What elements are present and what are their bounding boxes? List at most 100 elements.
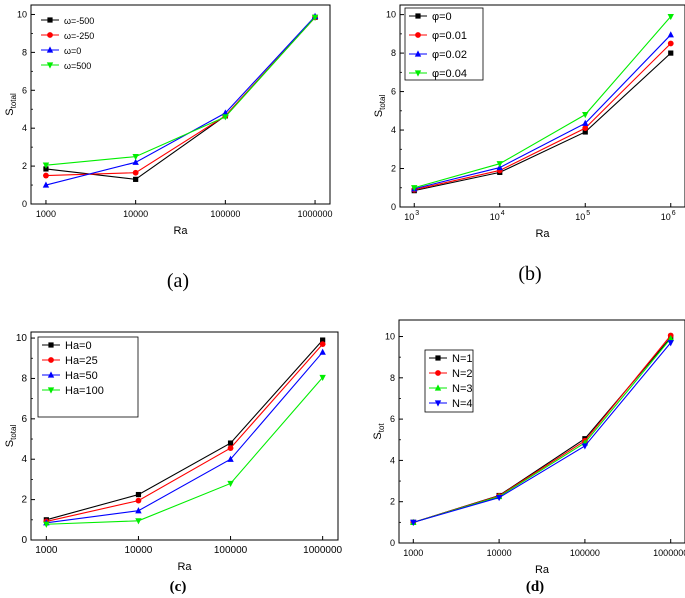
panel-caption: (a)	[167, 270, 189, 292]
x-tick-label: 1000	[403, 548, 423, 558]
data-point	[411, 185, 418, 192]
y-tick-label: 6	[21, 414, 27, 425]
y-tick-label: 2	[21, 495, 27, 506]
x-tick-label: 1000000	[653, 548, 685, 558]
data-point	[496, 161, 503, 168]
y-tick-label: 0	[21, 535, 27, 546]
x-axis-label: Ra	[177, 561, 192, 573]
y-axis-label-text: Stotal	[4, 425, 18, 448]
y-axis-label-main: S	[372, 432, 384, 439]
legend-marker	[414, 50, 422, 57]
legend-label: ω=0	[64, 46, 81, 56]
y-tick-label: 2	[390, 497, 395, 507]
legend-label: N=1	[452, 353, 473, 365]
data-point	[43, 166, 49, 172]
data-point	[132, 169, 139, 176]
data-point	[667, 31, 674, 38]
data-point	[582, 129, 588, 135]
series-line	[45, 16, 316, 180]
x-tick-label: 10	[490, 212, 500, 222]
x-tick-label: 10	[404, 212, 414, 222]
data-point	[320, 337, 326, 343]
panel-caption: (d)	[526, 579, 544, 595]
x-tick-label: 1000	[35, 545, 58, 556]
data-point	[42, 162, 50, 169]
legend-marker	[435, 370, 441, 376]
x-tick-label: 10000	[487, 548, 512, 558]
legend-label: Ha=25	[65, 355, 98, 367]
data-point	[319, 348, 326, 355]
legend-box	[37, 336, 139, 418]
x-axis-label: Ra	[173, 225, 188, 237]
y-axis-label-text: Stotal	[373, 95, 387, 118]
legend-label: ω=-250	[64, 31, 94, 41]
y-axis-label: Stot	[372, 423, 386, 440]
series-line	[45, 16, 316, 177]
plot-frame	[30, 4, 331, 205]
legend-marker	[434, 400, 442, 407]
legend-label: ω=-500	[64, 16, 94, 26]
series-line	[414, 52, 672, 192]
legend-marker	[435, 355, 441, 361]
legend-marker	[415, 13, 421, 19]
x-tick-label: 10000	[125, 545, 153, 556]
x-tick-label: 100000	[570, 548, 600, 558]
x-tick-label: 1000000	[303, 545, 342, 556]
y-axis-label-subscript: total	[378, 95, 387, 110]
series-line	[414, 43, 672, 191]
data-point	[582, 119, 589, 126]
data-point	[581, 443, 589, 450]
y-tick-label: 8	[391, 48, 396, 58]
y-tick-label: 8	[21, 373, 27, 384]
legend-marker	[47, 371, 55, 378]
data-point	[311, 14, 319, 21]
series-line	[414, 34, 672, 190]
legend-marker	[46, 62, 54, 69]
panel-c: 0 2 4 6 8 10 1000 10000 100000 1000000 Ra Stotal Ha=…	[4, 331, 343, 595]
data-point	[135, 518, 142, 525]
legend-label: N=3	[452, 383, 473, 395]
data-point	[582, 112, 589, 119]
y-tick-label: 4	[22, 123, 27, 133]
data-point	[667, 334, 674, 342]
x-tick-label: 100000	[214, 545, 248, 556]
x-tick-label: 10000	[123, 209, 148, 219]
data-point	[227, 480, 234, 488]
legend: φ=0 φ=0.01 φ=0.02 φ=0.04	[404, 7, 484, 81]
panel-a: 0 2 4 6 8 10 1000 10000 100000 1000000 Ra Stotal ω=-…	[4, 4, 333, 292]
legend-marker	[48, 357, 54, 363]
legend-label: N=4	[452, 398, 473, 410]
x-tick-exponent: 5	[586, 210, 590, 217]
legend-label: φ=0.02	[432, 49, 467, 61]
y-axis-label-subscript: total	[9, 425, 18, 440]
legend: N=1 N=2 N=3 N=4	[424, 349, 474, 413]
legend-marker	[414, 70, 422, 77]
legend-box	[424, 349, 474, 413]
legend-marker	[47, 387, 55, 394]
y-axis-label: Stotal	[4, 93, 18, 116]
data-point	[135, 497, 142, 504]
plot-frame	[30, 331, 339, 541]
data-point	[667, 40, 674, 47]
y-tick-label: 0	[391, 202, 396, 212]
y-tick-label: 2	[391, 164, 396, 174]
series-line	[45, 16, 316, 166]
legend-label: φ=0	[432, 11, 452, 23]
series-line	[413, 342, 672, 523]
series-line	[46, 351, 324, 524]
data-point	[227, 440, 234, 446]
y-tick-label: 10	[16, 333, 28, 344]
data-point	[132, 158, 139, 165]
data-point	[582, 125, 589, 132]
y-tick-label: 8	[22, 47, 27, 57]
legend-label: Ha=0	[65, 340, 92, 352]
data-point	[667, 340, 674, 347]
y-tick-label: 6	[22, 85, 27, 95]
legend-label: φ=0.04	[432, 68, 467, 80]
y-tick-label: 4	[390, 455, 395, 465]
y-tick-label: 10	[386, 10, 396, 20]
data-point	[222, 114, 229, 121]
y-axis-label: Stotal	[4, 425, 18, 448]
